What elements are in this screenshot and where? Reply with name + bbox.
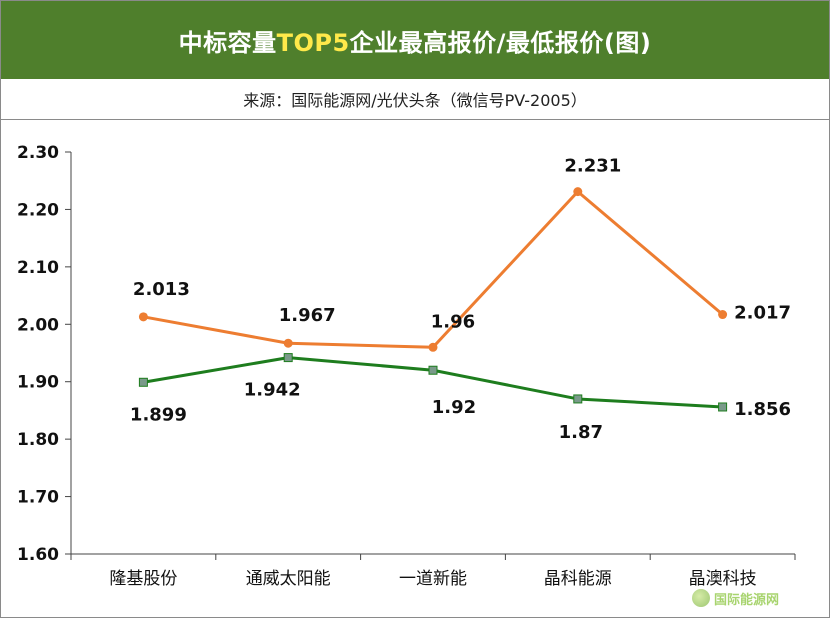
x-category-label: 隆基股份: [109, 569, 177, 589]
watermark-text: 国际能源网: [714, 592, 780, 608]
y-tick-label: 2.00: [17, 315, 59, 335]
source-subtitle: 来源：国际能源网/光伏头条（微信号PV-2005）: [1, 79, 829, 120]
title-part-2: 企业最高报价/最低报价(图): [349, 28, 652, 57]
series-max-point: [138, 312, 148, 322]
title-part-1: 中标容量: [178, 28, 277, 57]
x-category-label: 通威太阳能: [246, 569, 331, 589]
data-label-max: 1.96: [431, 311, 475, 332]
title-highlight: TOP5: [276, 28, 350, 57]
series-max-point: [573, 187, 583, 197]
series-min-point: [283, 353, 293, 363]
y-tick-label: 1.80: [17, 430, 59, 450]
series-max-point: [718, 310, 728, 320]
x-category-label: 晶澳科技: [689, 569, 757, 589]
y-tick-label: 1.90: [17, 373, 59, 393]
data-label-max: 2.231: [564, 156, 621, 177]
data-label-max: 2.013: [133, 279, 190, 300]
series-min-point: [428, 365, 438, 375]
data-label-min: 1.899: [130, 404, 187, 425]
x-category-label: 一道新能: [399, 569, 467, 589]
data-label-max: 1.967: [279, 305, 336, 326]
series-min-point: [138, 377, 148, 387]
data-label-max: 2.017: [734, 303, 791, 324]
leaf-logo-icon: [692, 589, 710, 607]
series-max-point: [428, 342, 438, 352]
watermark: 国际能源网: [692, 584, 826, 612]
data-label-min: 1.942: [244, 380, 301, 401]
data-label-min: 1.92: [432, 397, 476, 418]
data-labels: 2.013 1.967 1.96 2.231 2.017 1.899 1.942 1.92 1.…: [130, 156, 791, 443]
data-label-min: 1.87: [559, 422, 603, 443]
y-tick-label: 2.20: [17, 200, 59, 220]
y-tick-label: 1.60: [17, 545, 59, 565]
chart-title: 中标容量TOP5企业最高报价/最低报价(图): [179, 23, 652, 58]
y-tick-label: 2.10: [17, 258, 59, 278]
series-max-point: [283, 338, 293, 348]
y-tick-label: 2.30: [17, 143, 59, 163]
title-bar: 中标容量TOP5企业最高报价/最低报价(图): [1, 1, 829, 79]
data-label-min: 1.856: [734, 399, 791, 420]
y-tick-label: 1.70: [17, 488, 59, 508]
series-points: [138, 187, 728, 412]
series-min-point: [718, 402, 728, 412]
x-category-label: 晶科能源: [544, 569, 612, 589]
axes: 2.30 2.20 2.10 2.00 1.90 1.80 1.70 1.60 隆基股份 通威太阳…: [17, 143, 796, 589]
series-min-point: [573, 394, 583, 404]
